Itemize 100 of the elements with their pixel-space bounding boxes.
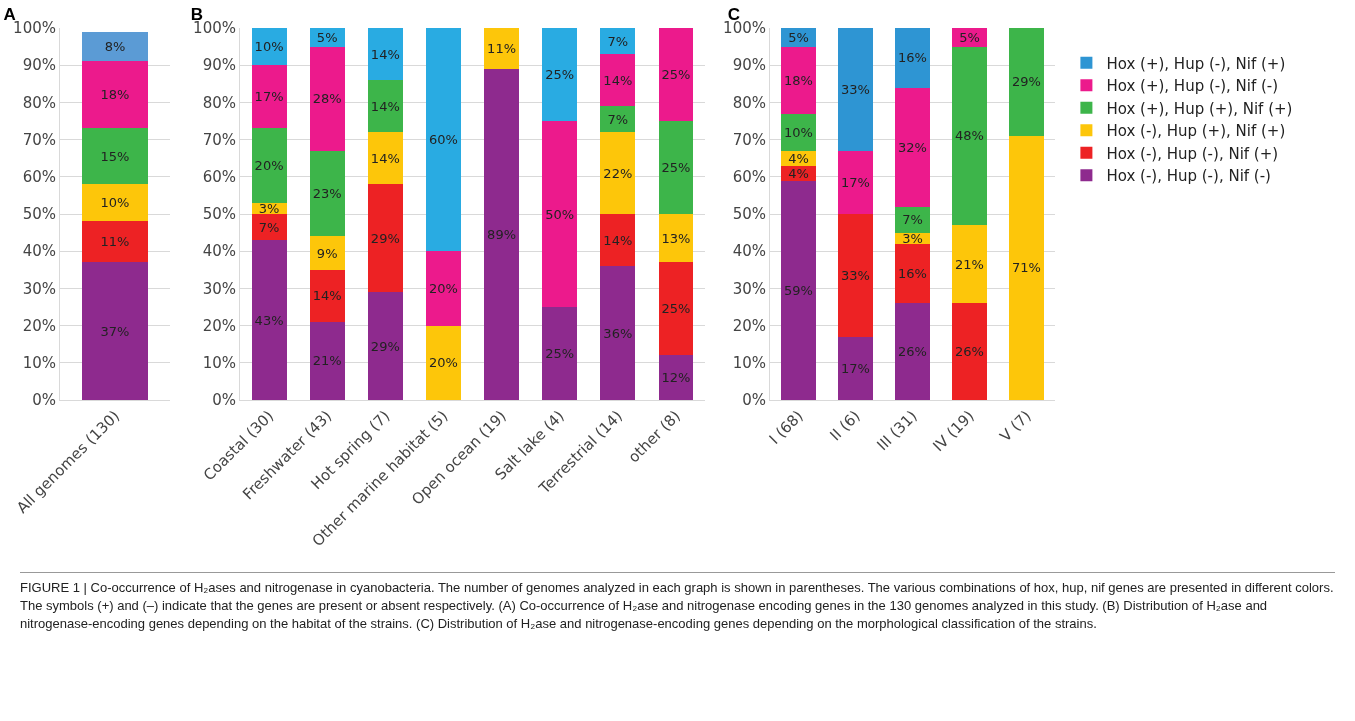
bar xyxy=(542,121,578,307)
data-label: 3% xyxy=(258,200,280,216)
y-tick-label: 10% xyxy=(732,354,766,373)
data-label: 23% xyxy=(312,186,342,202)
data-label: 9% xyxy=(316,245,338,261)
data-label: 20% xyxy=(254,158,284,174)
y-tick-label: 50% xyxy=(732,205,766,224)
bar xyxy=(600,132,636,214)
x-tick-label: V (7) xyxy=(996,406,1035,446)
data-label: 26% xyxy=(955,344,984,360)
bar xyxy=(895,206,930,233)
x-tick-label: II (6) xyxy=(826,406,864,445)
bar xyxy=(600,214,636,267)
y-tick-label: 0% xyxy=(32,391,56,410)
data-label: 5% xyxy=(316,29,338,45)
data-label: 5% xyxy=(788,29,809,45)
bar xyxy=(1009,135,1044,400)
bar xyxy=(838,150,873,214)
data-label: 8% xyxy=(104,39,126,55)
data-label: 13% xyxy=(661,230,691,246)
data-label: 7% xyxy=(258,219,280,235)
legend-label: Hox (-), Hup (+), Nif (+) xyxy=(1106,122,1286,141)
data-label: 10% xyxy=(100,195,130,211)
bar xyxy=(484,28,519,69)
data-label: 14% xyxy=(312,288,342,304)
legend-label: Hox (+), Hup (+), Nif (+) xyxy=(1106,99,1293,118)
data-label: 25% xyxy=(545,346,575,361)
bar xyxy=(542,307,578,400)
data-label: 21% xyxy=(955,256,984,272)
bar xyxy=(367,28,403,81)
bar xyxy=(309,321,345,400)
data-label: 14% xyxy=(603,232,633,248)
data-label: 7% xyxy=(607,33,629,49)
bar xyxy=(658,121,694,214)
bar xyxy=(781,46,816,114)
y-tick-label: 10% xyxy=(202,354,236,373)
data-label: 43% xyxy=(254,312,284,328)
bar xyxy=(542,28,578,121)
y-tick-label: 60% xyxy=(732,168,766,187)
bar xyxy=(781,180,816,400)
bar xyxy=(1009,28,1044,136)
data-label: 28% xyxy=(312,91,342,107)
data-label: 29% xyxy=(370,230,400,246)
data-label: 25% xyxy=(545,67,575,82)
data-label: 37% xyxy=(100,323,130,339)
legend-label: Hox (+), Hup (-), Nif (+) xyxy=(1106,54,1286,73)
bar xyxy=(367,292,403,400)
legend-label: Hox (-), Hup (-), Nif (+) xyxy=(1106,144,1279,163)
bar xyxy=(251,128,287,203)
data-label: 17% xyxy=(841,360,870,376)
data-label: 25% xyxy=(661,67,691,82)
bar xyxy=(781,113,816,151)
data-label: 20% xyxy=(428,280,458,296)
data-label: 4% xyxy=(788,165,809,181)
bar xyxy=(838,214,873,337)
bar xyxy=(367,132,403,185)
legend-label: Hox (+), Hup (-), Nif (-) xyxy=(1106,77,1279,96)
bar xyxy=(895,303,930,400)
bar xyxy=(82,221,148,263)
data-label: 11% xyxy=(487,40,517,56)
bar xyxy=(895,87,930,207)
data-label: 16% xyxy=(898,266,927,282)
y-tick-label: 80% xyxy=(22,93,56,112)
bar xyxy=(309,46,345,151)
bar xyxy=(426,251,461,326)
bar xyxy=(484,68,519,400)
y-tick-label: 50% xyxy=(202,205,236,224)
data-label: 3% xyxy=(902,230,923,246)
y-tick-label: 80% xyxy=(202,93,236,112)
data-label: 60% xyxy=(428,132,458,148)
data-label: 33% xyxy=(841,81,870,97)
data-label: 26% xyxy=(898,344,927,360)
data-label: 10% xyxy=(784,124,813,140)
bar xyxy=(82,262,148,400)
data-label: 7% xyxy=(607,111,629,127)
bar xyxy=(600,54,636,107)
bar xyxy=(251,65,287,129)
data-label: 25% xyxy=(661,301,691,317)
y-tick-label: 70% xyxy=(732,130,766,149)
bar xyxy=(658,28,694,121)
data-label: 32% xyxy=(898,139,927,155)
y-tick-label: 20% xyxy=(202,316,236,335)
y-tick-label: 40% xyxy=(202,242,236,261)
bar xyxy=(838,336,873,400)
bar xyxy=(82,31,148,62)
data-label: 33% xyxy=(841,267,870,283)
y-tick-label: 80% xyxy=(732,93,766,112)
data-label: 7% xyxy=(902,212,923,228)
y-tick-label: 40% xyxy=(732,242,766,261)
data-label: 14% xyxy=(603,72,633,88)
data-label: 17% xyxy=(841,174,870,190)
y-tick-label: 90% xyxy=(202,56,236,75)
bar xyxy=(251,240,287,400)
bar xyxy=(309,269,345,322)
data-label: 16% xyxy=(898,50,927,66)
bar xyxy=(838,28,873,151)
bar xyxy=(600,266,636,400)
bar xyxy=(952,46,987,226)
data-label: 22% xyxy=(603,165,633,181)
data-label: 18% xyxy=(784,72,813,88)
